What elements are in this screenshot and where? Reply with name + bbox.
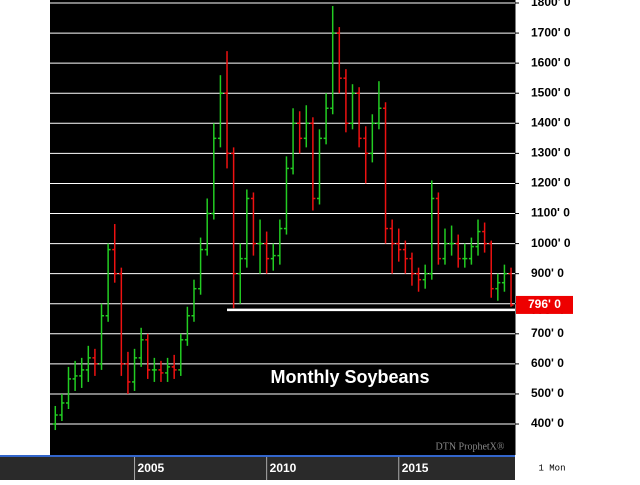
y-tick-label: 400' 0 bbox=[531, 416, 564, 430]
last-price-label: 796' 0 bbox=[528, 297, 561, 311]
y-tick-label: 1100' 0 bbox=[531, 206, 570, 220]
x-tick-label: 2015 bbox=[402, 461, 429, 475]
y-tick-label: 1700' 0 bbox=[531, 25, 571, 39]
y-tick-label: 1600' 0 bbox=[531, 55, 571, 69]
x-tick-label: 2010 bbox=[270, 461, 297, 475]
last-price-box bbox=[516, 295, 573, 314]
watermark: DTN ProphetX® bbox=[436, 441, 505, 452]
x-axis-strip bbox=[0, 455, 515, 480]
y-tick-label: 700' 0 bbox=[531, 326, 564, 340]
y-tick-label: 600' 0 bbox=[531, 356, 564, 370]
y-tick-label: 500' 0 bbox=[531, 386, 564, 400]
chart-title: Monthly Soybeans bbox=[270, 367, 429, 387]
y-tick-label: 1000' 0 bbox=[531, 236, 571, 250]
period-label: 1 Mon bbox=[538, 463, 565, 473]
y-tick-label: 1200' 0 bbox=[531, 176, 571, 190]
plot-area bbox=[50, 0, 515, 455]
y-tick-label: 1300' 0 bbox=[531, 146, 571, 160]
y-tick-label: 1800' 0 bbox=[531, 0, 571, 9]
x-tick-label: 2005 bbox=[138, 461, 165, 475]
y-tick-label: 900' 0 bbox=[531, 266, 564, 280]
y-tick-label: 1400' 0 bbox=[531, 115, 571, 129]
y-tick-label: 1500' 0 bbox=[531, 85, 571, 99]
